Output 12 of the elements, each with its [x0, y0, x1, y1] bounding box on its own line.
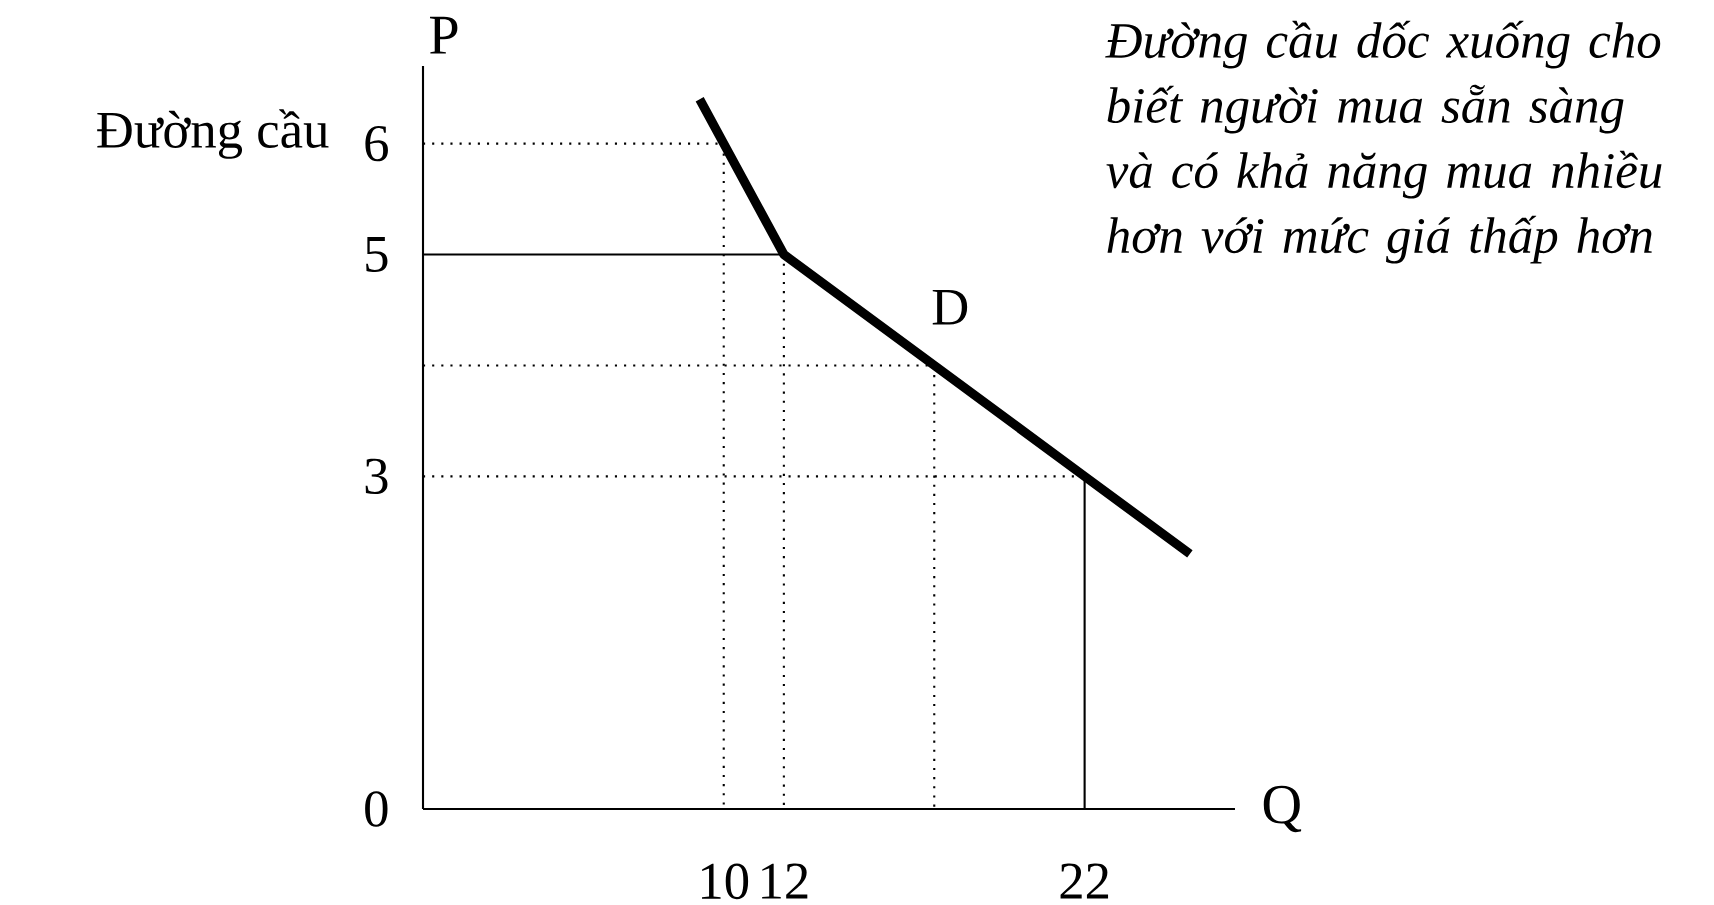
annotation: Đường cầu dốc xuống cho biết người mua sẵn sàng và có khả năng mua nhiều hơn với mức giá thấp hơn [1105, 20, 1662, 264]
y-tick-label: 6 [365, 125, 388, 162]
x-tick-label: 10 [702, 863, 749, 900]
series-label: D [932, 289, 968, 325]
x-tick-label: 22 [1060, 863, 1109, 899]
text: Đường cầu [97, 109, 329, 159]
y-axis-title: P [429, 16, 458, 54]
y-tick-label: 3 [365, 458, 388, 495]
x-axis-title: Q [1263, 785, 1302, 833]
y-tick-label: 0 [365, 791, 388, 827]
y-tick-label: 5 [366, 237, 388, 273]
x-tick-label: 12 [762, 863, 808, 899]
